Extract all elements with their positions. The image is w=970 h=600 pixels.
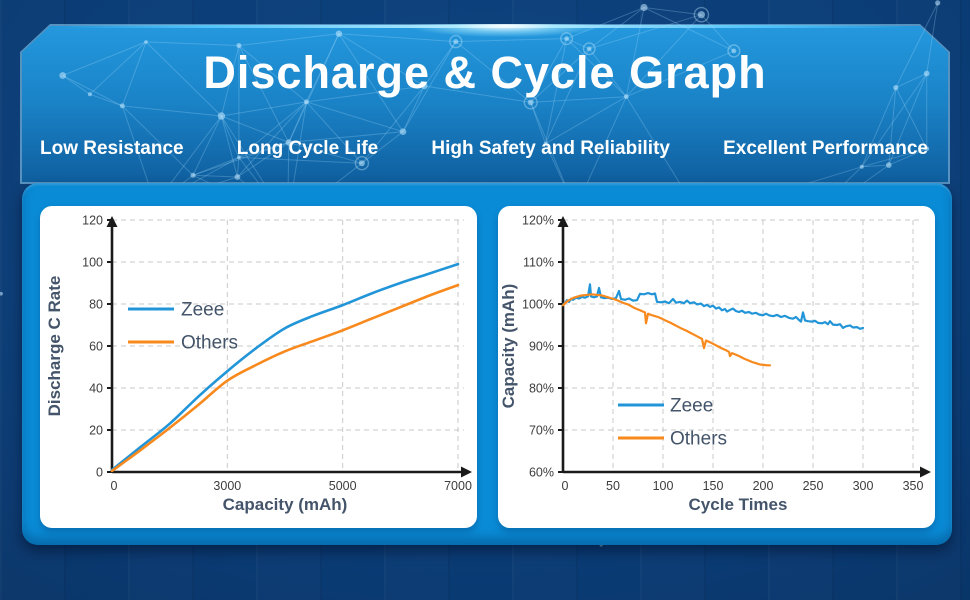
series-line-others	[110, 283, 460, 473]
cycle-chart-card: 60% 70% 80% 90% 100% 110% 120% 0 50 100 150 200 250 3…	[498, 206, 935, 528]
feature-item-high-safety: High Safety and Reliability	[431, 138, 670, 159]
y-tick-label: 80%	[529, 382, 554, 396]
cycle-chart: 60% 70% 80% 90% 100% 110% 120% 0 50 100 150 200 250 3…	[499, 214, 931, 514]
x-axis-title: Cycle Times	[689, 495, 788, 514]
discharge-chart: 0 20 40 60 80 100 120 0 3000 5000 7000 Capacity (mA…	[45, 214, 472, 514]
y-tick-label: 100	[82, 256, 103, 270]
y-tick-label: 90%	[529, 340, 554, 354]
y-tick-label: 110%	[523, 256, 554, 270]
x-tick-label: 50	[606, 479, 620, 493]
charts-panel: 0 20 40 60 80 100 120 0 3000 5000 7000 Capacity (mA…	[22, 183, 952, 545]
x-axis-arrow	[920, 466, 931, 478]
x-tick-label: 7000	[444, 479, 472, 493]
y-axis-title: Discharge C Rate	[45, 276, 64, 417]
x-tick-label: 3000	[213, 479, 241, 493]
x-tick-label: 0	[562, 479, 569, 493]
y-axis-arrow	[106, 216, 118, 227]
x-tick-label: 250	[803, 479, 824, 493]
y-axis-arrow	[557, 216, 569, 227]
x-tick-label: 300	[853, 479, 874, 493]
y-tick-label: 120	[82, 214, 103, 228]
series-line-others	[561, 293, 772, 367]
y-tick-label: 60	[89, 340, 103, 354]
x-axis-arrow	[461, 466, 472, 478]
header-panel	[20, 24, 950, 184]
y-tick-label: 60%	[529, 466, 554, 480]
legend-label-zeee: Zeee	[181, 300, 224, 321]
series-line-zeee	[110, 262, 460, 472]
legend-label-others: Others	[181, 333, 238, 354]
x-tick-label: 350	[903, 479, 924, 493]
x-tick-label: 0	[111, 479, 118, 493]
y-tick-label: 120%	[522, 214, 554, 228]
x-tick-label: 200	[753, 479, 774, 493]
x-axis-title: Capacity (mAh)	[223, 495, 348, 514]
y-tick-label: 80	[89, 298, 103, 312]
x-tick-label: 100	[653, 479, 674, 493]
page-title: Discharge & Cycle Graph	[203, 47, 767, 98]
x-tick-label: 5000	[329, 479, 357, 493]
y-tick-label: 100%	[522, 298, 554, 312]
legend-label-others: Others	[670, 429, 727, 450]
y-tick-label: 0	[96, 466, 103, 480]
feature-item-low-resistance: Low Resistance	[40, 138, 184, 159]
y-tick-label: 20	[89, 424, 103, 438]
discharge-chart-card: 0 20 40 60 80 100 120 0 3000 5000 7000 Capacity (mA…	[40, 206, 477, 528]
feature-item-excellent-performance: Excellent Performance	[723, 138, 928, 159]
y-axis-title: Capacity (mAh)	[499, 284, 518, 409]
y-tick-label: 70%	[529, 424, 554, 438]
legend-label-zeee: Zeee	[670, 396, 713, 417]
x-tick-label: 150	[703, 479, 724, 493]
y-tick-label: 40	[89, 382, 103, 396]
header-panel-fill	[22, 26, 948, 182]
lens-flare	[410, 15, 600, 37]
feature-item-long-cycle-life: Long Cycle Life	[236, 138, 379, 159]
feature-list: Low Resistance Long Cycle Life High Safe…	[40, 138, 928, 160]
